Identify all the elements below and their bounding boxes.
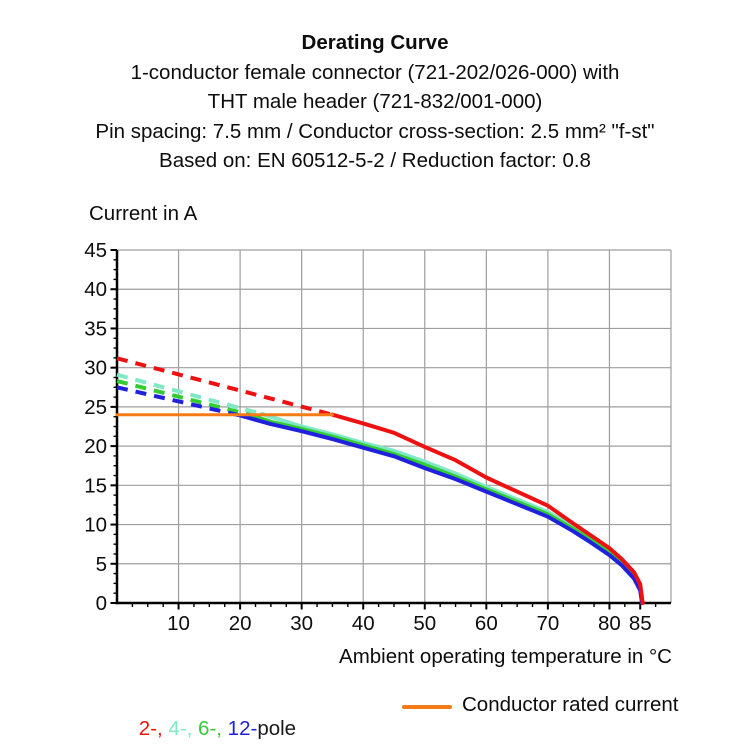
y-tick-label: 20: [84, 435, 107, 458]
series-2-pole: [330, 412, 645, 605]
y-tick-label: 5: [96, 553, 107, 576]
chart-subtitle-connector: 1-conductor female connector (721-202/02…: [130, 60, 620, 84]
y-tick-label: 35: [84, 317, 107, 340]
chart-title: Derating Curve: [301, 31, 449, 54]
chart-title-block: Derating Curve 1-conductor female connec…: [0, 28, 750, 176]
legend-pole-2: 2-,: [138, 717, 169, 740]
series-12-pole: [238, 413, 645, 605]
legend-pole-4: 4-,: [168, 717, 199, 740]
legend-pole-6: 6-,: [198, 717, 228, 740]
y-axis-title: Current in A: [89, 202, 198, 225]
chart-area: 10 20 30 40 50 60 70 80 85 0 5 10 15 20 25 30 35 40 45 Ambi…: [80, 239, 692, 680]
y-tick-label: 25: [84, 396, 107, 419]
series-6-pole: [247, 412, 645, 605]
rated-current-line-swatch: [402, 705, 452, 709]
rated-current-label: Conductor rated current: [462, 693, 679, 716]
x-tick-label: 40: [352, 612, 375, 635]
series-2-pole-above-rated-dashed-: [116, 356, 333, 417]
x-tick-label: 70: [536, 612, 559, 635]
x-axis-title: Ambient operating temperature in °C: [339, 645, 672, 668]
legend-poles: 2-, 4-, 6-, 12-pole: [116, 693, 296, 750]
y-tick-label: 40: [84, 278, 107, 301]
chart-subtitle-spacing: Pin spacing: 7.5 mm / Conductor cross-se…: [95, 119, 655, 143]
x-tick-label: 80: [598, 612, 621, 635]
derating-chart-svg: 10 20 30 40 50 60 70 80 85 0 5 10 15 20 25 30 35 40 45 Ambi…: [84, 239, 672, 668]
y-tick-label: 0: [96, 592, 107, 615]
series-4-pole-above-rated-dashed-: [116, 372, 263, 416]
y-tick-label: 15: [84, 474, 107, 497]
series-12-pole-above-rated-dashed-: [116, 385, 241, 418]
legend-pole-suffix: pole: [257, 717, 297, 740]
series-6-pole-above-rated-dashed-: [116, 379, 250, 417]
x-tick-label: 10: [167, 612, 190, 635]
series-4-pole: [259, 411, 645, 605]
chart-subtitle-header: THT male header (721-832/001-000): [207, 90, 543, 113]
chart-subtitle-standard: Based on: EN 60512-5-2 / Reduction facto…: [159, 149, 591, 172]
x-tick-label: 85: [629, 612, 652, 635]
y-tick-label: 30: [84, 357, 107, 380]
x-tick-label: 20: [229, 612, 252, 635]
x-tick-label: 60: [475, 612, 498, 635]
x-tick-label: 50: [413, 612, 436, 635]
legend-pole-12: 12-: [227, 717, 258, 740]
x-tick-label: 30: [290, 612, 313, 635]
y-tick-label: 10: [84, 514, 107, 537]
y-tick-label: 45: [84, 240, 107, 262]
